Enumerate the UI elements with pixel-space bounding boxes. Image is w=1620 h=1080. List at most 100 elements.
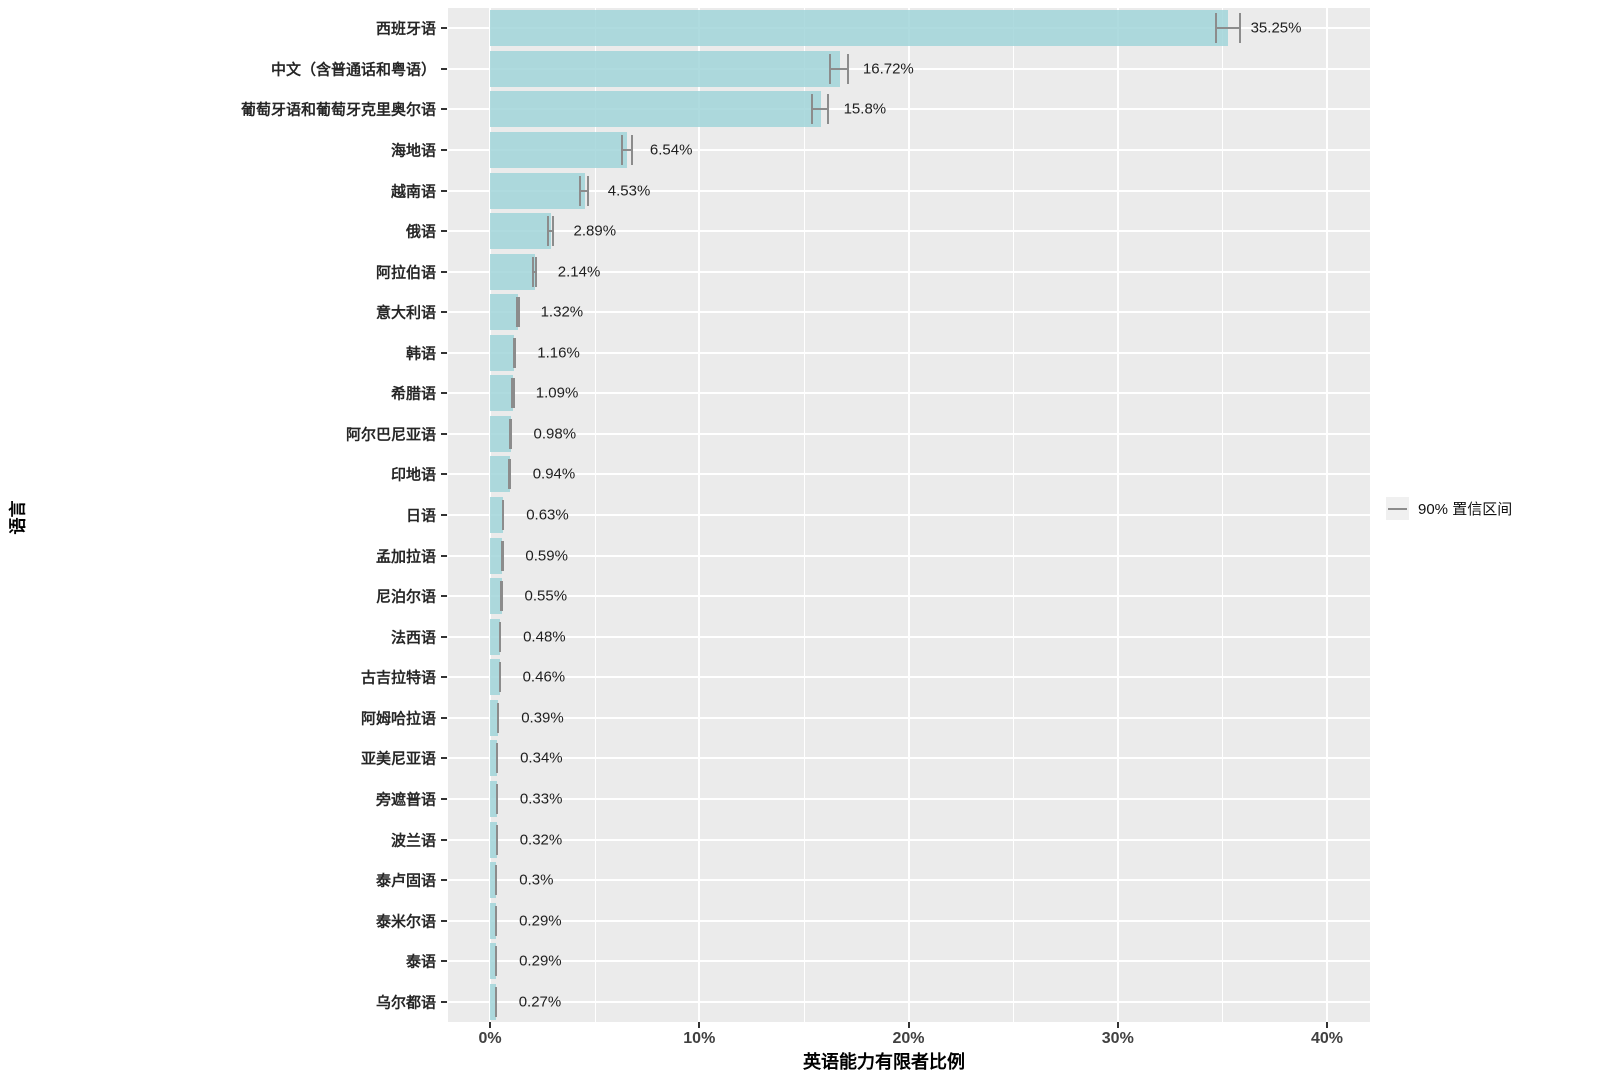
bar [490,91,821,128]
y-axis-tick [441,392,447,395]
y-axis-tick [441,189,447,192]
value-label: 0.33% [519,790,563,808]
errorbar-whisker-lower [508,418,511,449]
category-label: 俄语 [405,223,436,241]
bar [490,10,1228,47]
errorbar-whisker-upper [496,743,498,774]
category-label: 法西语 [390,629,436,647]
errorbar-line [578,189,590,192]
bar [490,172,585,209]
category-gridline [448,108,1370,111]
x-axis-title: 英语能力有限者比例 [803,1052,965,1072]
category-gridline [448,67,1370,70]
bar [490,253,535,290]
value-label: 0.29% [519,952,562,970]
bar [490,578,502,615]
errorbar-whisker-lower [620,135,623,165]
category-gridline [448,960,1370,963]
category-gridline [448,838,1370,841]
y-axis-tick [441,554,447,557]
bar [490,497,504,533]
category-label: 意大利语 [375,304,436,322]
y-axis-tick [441,919,447,922]
category-gridline [448,554,1370,557]
errorbar-whisker-upper [509,459,512,490]
category-label: 希腊语 [390,385,436,403]
plot-panel: 35.25% 16.72% 15.8% 6.54% 4.53% 2.89% 2.14% 1.3… [448,8,1370,1022]
value-label: 2.89% [573,222,617,240]
category-label: 泰语 [405,953,436,971]
errorbar-whisker-upper [499,621,502,652]
category-gridline [448,919,1370,922]
errorbar-whisker-upper [513,337,516,368]
category-gridline [448,797,1370,800]
category-label: 旁遮普语 [375,791,436,809]
errorbar-line [532,270,538,273]
category-gridline [448,270,1370,273]
bar [490,334,515,371]
value-label: 0.32% [519,831,563,848]
errorbar-whisker-upper [498,662,501,693]
category-label: 尼泊尔语 [375,588,436,606]
value-label: 0.94% [532,465,576,483]
category-gridline [448,149,1370,151]
bar [490,213,551,250]
value-label: 35.25% [1250,19,1302,37]
errorbar-whisker-lower [515,297,518,328]
bar [490,375,513,412]
errorbar-whisker-upper [501,540,504,571]
errorbar-whisker-lower [511,378,514,409]
errorbar-whisker-upper [1239,13,1242,44]
value-label: 0.55% [524,587,568,605]
category-label: 古吉拉特语 [360,669,436,687]
value-label: 0.3% [519,871,554,889]
category-label: 波兰语 [390,832,436,849]
errorbar-whisker-upper [494,946,497,977]
x-axis-tick-label: 0% [478,1030,502,1047]
category-label: 亚美尼亚语 [360,750,436,768]
y-axis-tick [441,230,447,233]
errorbar-whisker-upper [512,378,515,409]
errorbar-whisker-upper [551,216,554,247]
category-gridline [448,635,1370,638]
y-axis-tick [441,311,447,314]
category-label: 阿尔巴尼亚语 [345,426,436,444]
errorbar-line [1215,27,1242,30]
category-label: 阿姆哈拉语 [360,710,436,728]
category-gridline [448,189,1370,192]
errorbar-whisker-upper [495,824,498,855]
y-axis-tick [441,473,447,476]
errorbar-legend-key-icon [1386,497,1409,520]
value-label: 0.48% [523,628,566,646]
errorbar-whisker-lower [829,53,832,84]
errorbar-whisker-upper [510,418,513,449]
category-label: 泰米尔语 [375,913,436,931]
y-axis-tick [441,1000,447,1003]
errorbar-whisker-upper [494,905,497,936]
bar [490,456,510,493]
y-axis-tick [441,716,447,719]
value-label: 15.8% [843,100,887,118]
errorbar-whisker-lower [1215,13,1218,44]
errorbar-line [620,149,633,151]
y-axis-tick [441,27,447,30]
value-label: 6.54% [649,141,693,159]
x-axis-tick [698,1022,701,1028]
x-axis-tick [1116,1022,1119,1028]
value-label: 0.46% [522,668,566,686]
bar [490,618,500,655]
bar [490,902,497,939]
errorbar-whisker-upper [826,94,829,125]
category-gridline [448,716,1370,719]
category-label: 越南语 [390,183,436,200]
y-axis-tick [441,960,447,963]
errorbar-line [829,67,850,70]
legend-label: 90% 置信区间 [1418,501,1513,518]
y-axis-title: 语言 [8,500,28,535]
bar [490,983,496,1020]
y-axis-tick [441,270,447,273]
category-label: 阿拉伯语 [375,264,436,282]
errorbar-whisker-lower [547,216,550,247]
value-label: 0.98% [533,425,577,443]
